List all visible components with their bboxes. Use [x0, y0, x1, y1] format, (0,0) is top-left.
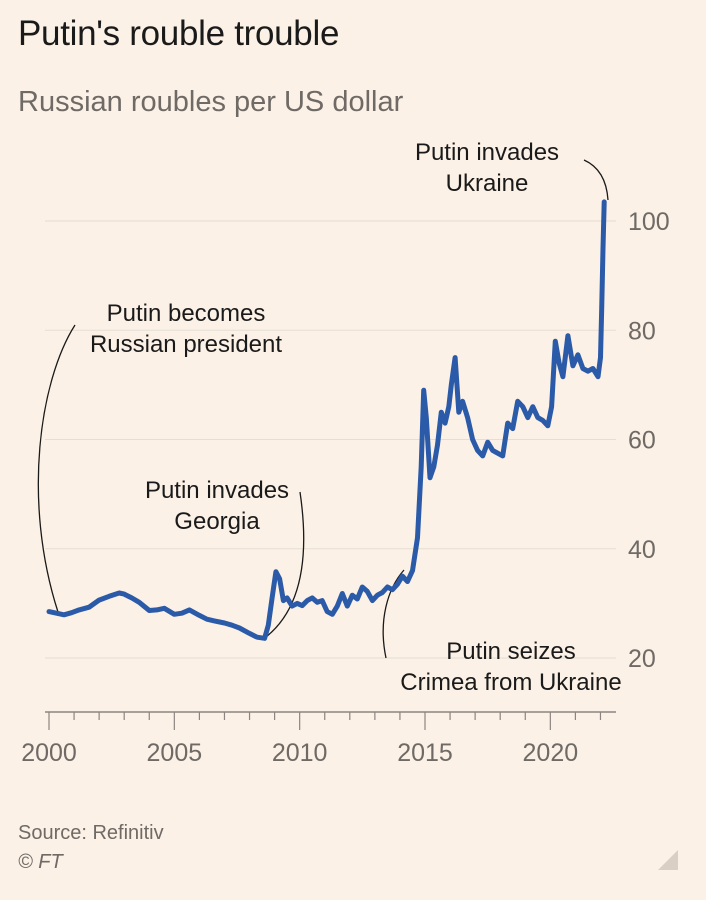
source-note: Source: Refinitiv	[18, 822, 164, 844]
annotation-leader-1	[37, 324, 76, 613]
annotation-3-line-2: Crimea from Ukraine	[400, 669, 621, 696]
resize-corner-icon	[658, 850, 678, 870]
y-tick-label: 100	[628, 208, 670, 236]
y-tick-label: 40	[628, 536, 656, 564]
chart-title: Putin's rouble trouble	[18, 14, 340, 53]
copyright-credit: © FT	[18, 851, 63, 873]
annotation-1-line-1: Putin becomes	[107, 300, 266, 327]
x-tick-label: 2020	[523, 739, 579, 767]
x-tick-label: 2000	[21, 739, 77, 767]
annotation-4-line-2: Ukraine	[446, 170, 529, 197]
x-tick-label: 2015	[397, 739, 453, 767]
annotation-2-line-1: Putin invades	[145, 477, 289, 504]
annotation-1-line-2: Russian president	[90, 331, 282, 358]
annotation-leader-3	[382, 569, 405, 659]
y-tick-label: 80	[628, 317, 656, 345]
annotation-leader-2	[265, 491, 305, 638]
series-line-rub-usd	[46, 199, 607, 641]
x-tick-label: 2005	[147, 739, 203, 767]
y-tick-label: 20	[628, 645, 656, 673]
annotation-3-line-1: Putin seizes	[446, 638, 575, 665]
annotation-leader-4	[583, 159, 609, 201]
annotation-4-line-1: Putin invades	[415, 139, 559, 166]
chart-subtitle: Russian roubles per US dollar	[18, 86, 404, 118]
x-tick-label: 2010	[272, 739, 328, 767]
annotation-2-line-2: Georgia	[174, 508, 260, 535]
y-tick-label: 60	[628, 427, 656, 455]
